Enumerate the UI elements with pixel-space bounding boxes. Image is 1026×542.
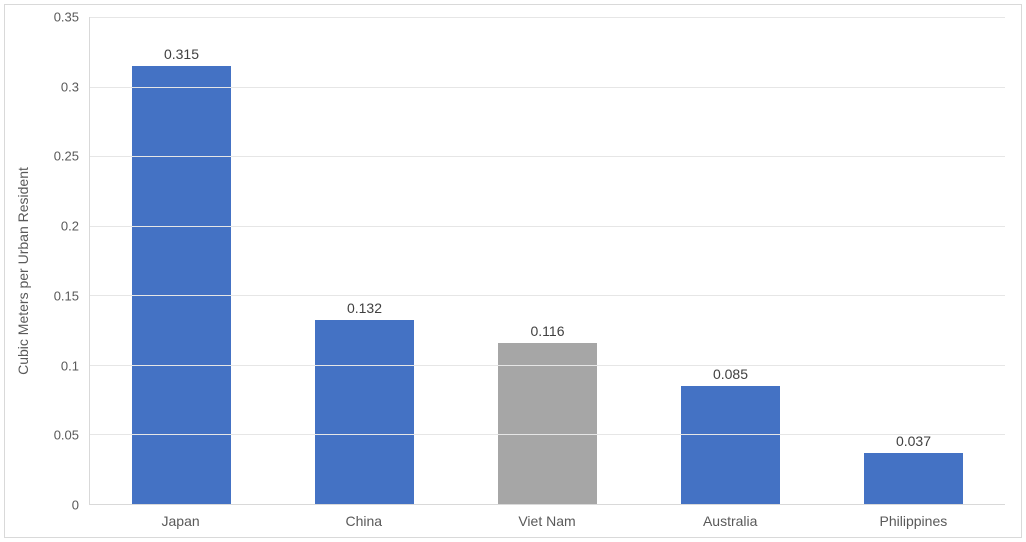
bar xyxy=(681,386,780,504)
chart-frame: Cubic Meters per Urban Resident 0 0.05 0.1… xyxy=(4,4,1022,538)
y-tick-label: 0.35 xyxy=(54,10,79,25)
bar xyxy=(132,66,231,504)
bar xyxy=(864,453,963,504)
y-tick-labels: 00.050.10.150.20.250.30.35 xyxy=(43,17,85,505)
bar-data-label: 0.085 xyxy=(671,366,791,382)
y-tick-label: 0.3 xyxy=(61,79,79,94)
x-tick-labels: Japan China Viet Nam Australia Philippines xyxy=(89,507,1005,537)
x-tick-label: Australia xyxy=(703,513,757,529)
gridline xyxy=(90,295,1005,296)
gridline xyxy=(90,87,1005,88)
gridline xyxy=(90,434,1005,435)
bar-data-label: 0.116 xyxy=(488,323,608,339)
bar-data-label: 0.132 xyxy=(305,300,425,316)
bar-slot xyxy=(822,17,1005,504)
y-tick-label: 0.15 xyxy=(54,288,79,303)
y-axis-title: Cubic Meters per Urban Resident xyxy=(15,167,31,375)
plot-area: 0.3150.1320.1160.0850.037 xyxy=(89,17,1005,505)
y-tick-label: 0 xyxy=(72,498,79,513)
bar-data-label: 0.315 xyxy=(122,46,242,62)
y-tick-label: 0.1 xyxy=(61,358,79,373)
y-tick-label: 0.2 xyxy=(61,219,79,234)
x-tick-label: China xyxy=(346,513,383,529)
gridline xyxy=(90,156,1005,157)
x-tick-label: Philippines xyxy=(880,513,948,529)
gridline xyxy=(90,226,1005,227)
gridline xyxy=(90,365,1005,366)
bar xyxy=(498,343,597,504)
y-tick-label: 0.05 xyxy=(54,428,79,443)
plot-wrap: 0 0.05 0.1 0.15 0.2 0.25 0.3 0.35 0.315 0.132 0.1… xyxy=(43,5,1013,537)
y-axis-title-wrap: Cubic Meters per Urban Resident xyxy=(11,5,35,537)
bars-layer: 0.3150.1320.1160.0850.037 xyxy=(90,17,1005,504)
x-tick-label: Japan xyxy=(162,513,200,529)
bar xyxy=(315,320,414,504)
y-tick-label: 0.25 xyxy=(54,149,79,164)
x-tick-label: Viet Nam xyxy=(518,513,575,529)
gridline xyxy=(90,17,1005,18)
